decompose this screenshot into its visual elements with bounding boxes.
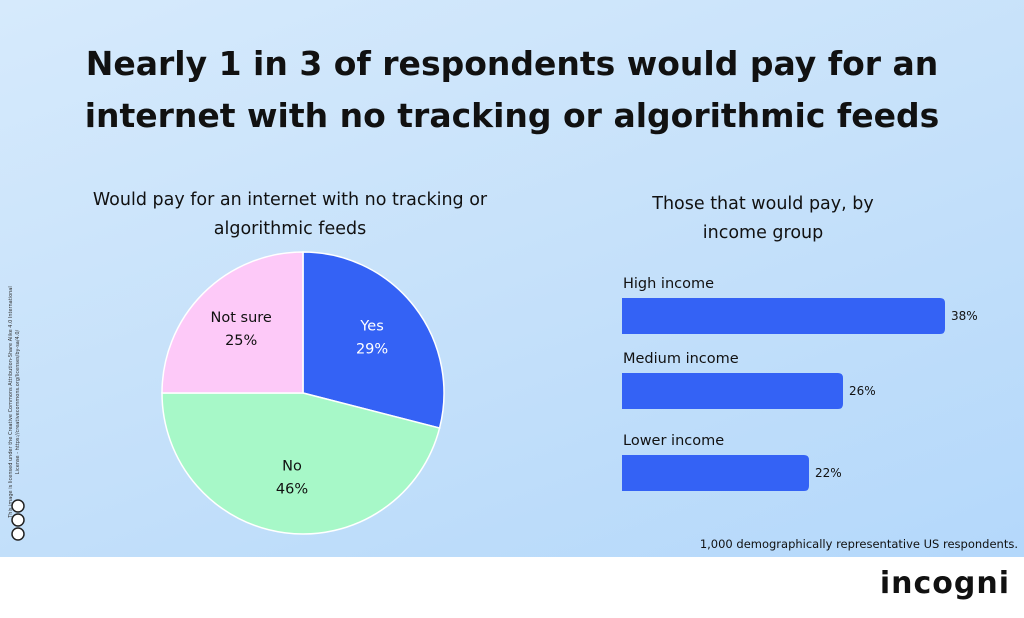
- pie-title: Would pay for an internet with no tracki…: [92, 190, 488, 239]
- bar-category-label: High income: [623, 276, 714, 292]
- bar-category-label: Lower income: [623, 433, 724, 449]
- logo: incogni: [879, 566, 1010, 601]
- bar-title: Those that would pay, by income group: [652, 194, 874, 243]
- bar-category-label: Medium income: [623, 351, 739, 367]
- bar: [622, 373, 843, 409]
- title: Nearly 1 in 3 of respondents would pay f…: [84, 44, 940, 135]
- bar-value-label: 38%: [951, 309, 978, 323]
- bar-value-label: 26%: [849, 384, 876, 398]
- cc-icons: [11, 499, 25, 541]
- slice-value-label: 29%: [356, 341, 388, 357]
- bar: [622, 298, 945, 334]
- slice-label: Yes: [359, 318, 383, 334]
- slice-value-label: 25%: [225, 333, 257, 349]
- slice-label: No: [282, 459, 302, 475]
- bar: [622, 455, 809, 491]
- slice-value-label: 46%: [276, 482, 308, 498]
- pie-slice: [161, 251, 304, 394]
- pie-slice: [302, 251, 445, 429]
- bar-value-label: 22%: [815, 466, 842, 480]
- slice-label: Not sure: [211, 310, 272, 326]
- background: [0, 0, 1024, 557]
- footnote: 1,000 demographically representative US …: [699, 537, 1018, 551]
- pie-slice: [161, 392, 441, 535]
